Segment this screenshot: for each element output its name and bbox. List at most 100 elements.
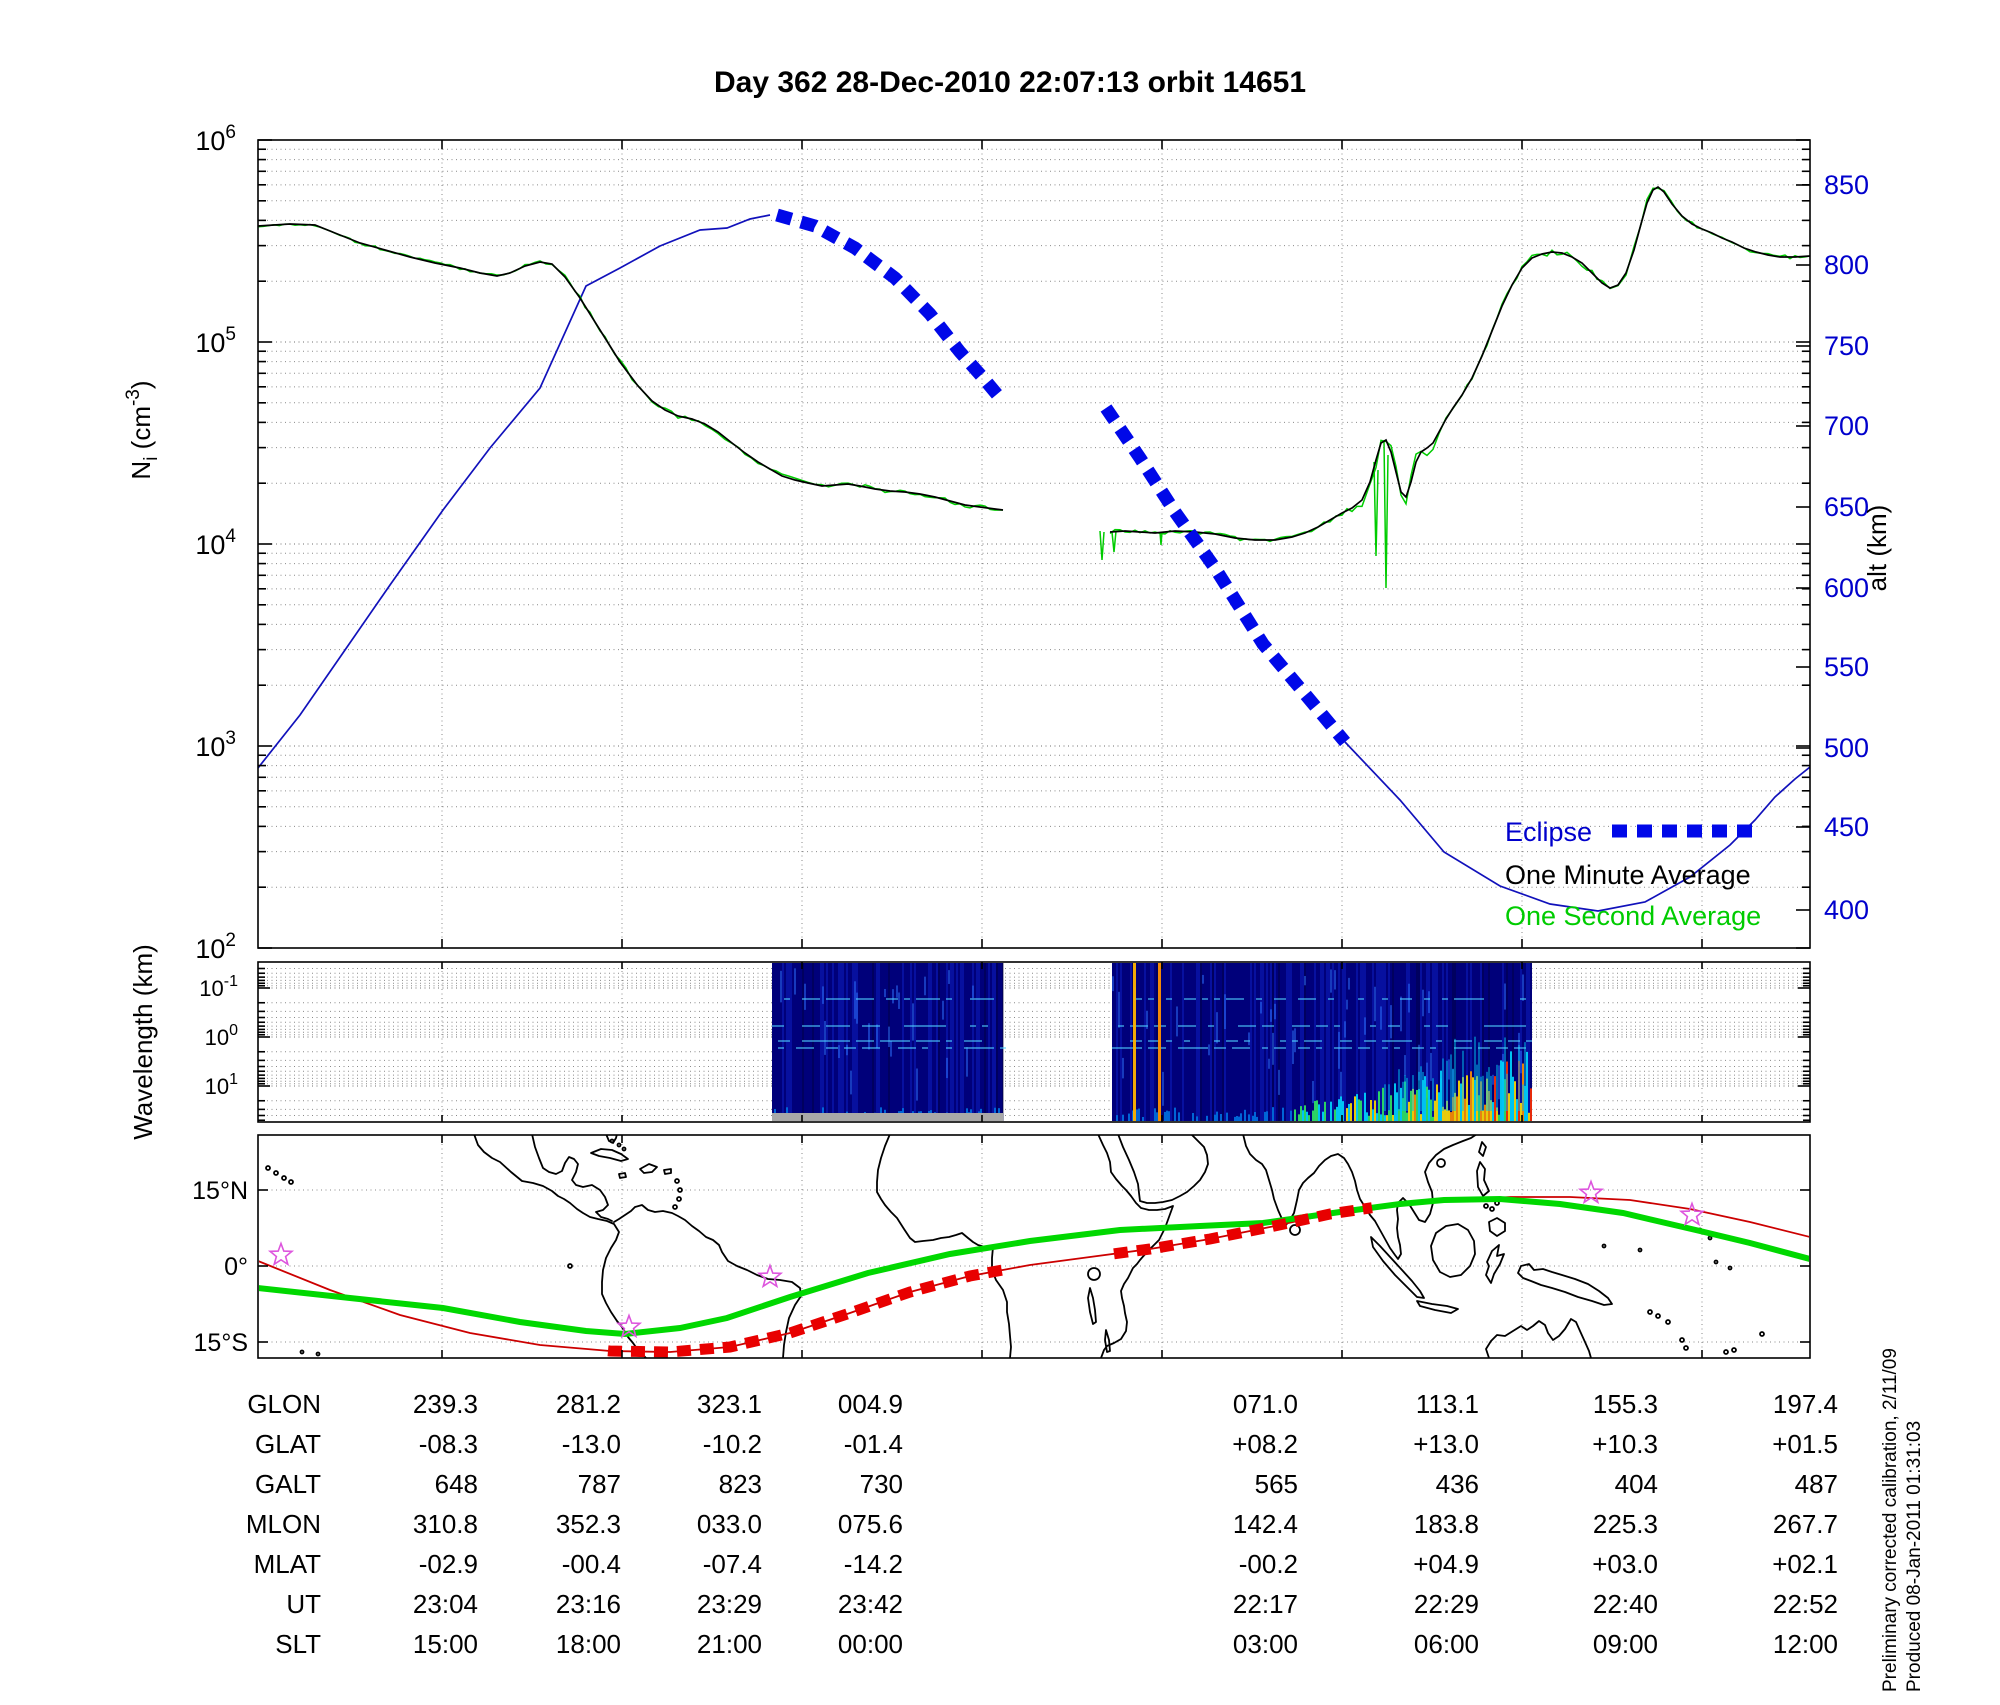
table-cell: 23:16: [556, 1589, 621, 1619]
spectro-cyan-row: [832, 1047, 838, 1049]
table-cell: 323.1: [697, 1389, 762, 1419]
coastline: [590, 1148, 629, 1162]
table-cell: 033.0: [697, 1509, 762, 1539]
spectro-bottom-blob: [1122, 1114, 1124, 1121]
spectro-streak: [822, 986, 824, 1004]
spectro-cyan-row: [1202, 998, 1208, 1000]
spectro-streak: [1292, 1030, 1294, 1065]
wavelength-tick-label: 100: [205, 1022, 238, 1050]
table-cell: 12:00: [1773, 1629, 1838, 1659]
alt-tick-label: 550: [1824, 652, 1869, 682]
spectro-streak: [804, 983, 806, 1010]
spectro-streak: [914, 963, 916, 1121]
spectro-cyan-row: [1292, 1025, 1298, 1027]
spectro-cyan-row: [832, 998, 838, 1000]
spectro-streak: [1266, 963, 1268, 1121]
frames-layer: [257, 139, 1811, 1359]
spectro-streak: [1338, 1031, 1340, 1069]
spectro-bottom-blob: [1482, 1110, 1484, 1121]
spectro-column: [1420, 1066, 1422, 1111]
legend-one-minute-label: One Minute Average: [1505, 860, 1751, 890]
spectro-cyan-row: [1250, 1025, 1256, 1027]
spectro-bottom-blob: [1442, 1106, 1444, 1121]
coastline: [1117, 1135, 1209, 1204]
island: [567, 1263, 573, 1269]
one-second-spike: [1373, 461, 1379, 557]
coastline: [663, 1168, 672, 1175]
spectro-cyan-row: [1514, 1040, 1520, 1042]
spectro-cyan-row: [826, 1047, 832, 1049]
spectro-cyan-row: [808, 998, 814, 1000]
table-cell: 155.3: [1593, 1389, 1658, 1419]
spectro-streak: [1198, 963, 1200, 1121]
spectro-cyan-row: [1304, 1040, 1310, 1042]
spectro-cyan-row: [1208, 1025, 1214, 1027]
one-second-spike: [1111, 530, 1117, 553]
spectro-column: [1454, 1038, 1456, 1111]
spectro-cyan-row: [1382, 1040, 1388, 1042]
spectro-cyan-row: [898, 1040, 904, 1042]
spectro-bottom-blob: [1456, 1096, 1458, 1121]
curves-layer: [258, 185, 1810, 912]
spectro-cyan-row: [1190, 998, 1196, 1000]
spectro-cyan-row: [808, 1040, 814, 1042]
spectro-bottom-blob: [1214, 1114, 1216, 1121]
table-cell: 22:40: [1593, 1589, 1658, 1619]
spectro-bottom-blob: [1316, 1100, 1318, 1121]
table-cell: 004.9: [838, 1389, 903, 1419]
spectro-bottom-blob: [1450, 1112, 1452, 1121]
spectro-cyan-row: [1184, 998, 1190, 1000]
spectro-bottom-blob: [1366, 1112, 1368, 1121]
alt-tick-label: 800: [1824, 250, 1869, 280]
ground-track-line: [259, 1195, 1809, 1338]
spectro-cyan-row: [1244, 1040, 1250, 1042]
island: [1679, 1337, 1685, 1343]
spectro-streak: [1430, 1052, 1432, 1081]
spectro-streak: [996, 963, 998, 1121]
island: [1601, 1243, 1607, 1249]
legend-one-second-label: One Second Average: [1505, 901, 1761, 931]
coastline: [1097, 1135, 1174, 1358]
island: [1665, 1319, 1671, 1325]
spectro-cyan-row: [1316, 1025, 1322, 1027]
ni-axis-label: Ni (cm-3): [123, 380, 162, 479]
spectro-cyan-row: [1460, 1047, 1466, 1049]
spectro-streak: [1498, 1065, 1500, 1100]
spectro-cyan-row: [1274, 998, 1280, 1000]
spectro-cyan-row: [916, 1040, 922, 1042]
spectro-cyan-row: [838, 1040, 844, 1042]
star-marker: [1577, 1179, 1605, 1205]
spectro-cyan-row: [904, 1025, 910, 1027]
spectro-column: [1476, 1064, 1478, 1111]
spectro-bottom-blob: [1378, 1091, 1380, 1121]
table-row-label: UT: [286, 1589, 321, 1619]
spectro-bottom-blob: [1438, 1092, 1440, 1121]
island: [609, 1138, 615, 1144]
spectro-cyan-row: [1436, 1040, 1442, 1042]
spectro-streak: [846, 1044, 848, 1056]
spectro-bottom-blob: [1164, 1111, 1166, 1121]
alt-tick-label: 400: [1824, 895, 1869, 925]
table-cell: +02.1: [1772, 1549, 1838, 1579]
island: [1436, 1158, 1446, 1168]
island: [616, 1142, 622, 1148]
spectro-cyan-row: [802, 998, 808, 1000]
spectro-cyan-row: [808, 1047, 814, 1049]
spectro-bottom-blob: [1196, 1116, 1198, 1121]
island: [288, 1179, 294, 1185]
spectro-streak: [1348, 977, 1350, 990]
spectro-streak: [856, 992, 858, 1024]
table-cell: 352.3: [556, 1509, 621, 1539]
spectro-bottom-blob: [1256, 1116, 1258, 1121]
spectro-streak: [854, 981, 856, 1019]
spectro-bottom-blob: [1464, 1098, 1466, 1121]
spectro-bottom-blob: [1174, 1107, 1176, 1121]
spectro-bottom-blob: [1410, 1090, 1412, 1121]
spectro-bottom-blob: [1254, 1112, 1256, 1121]
spectro-cyan-row: [892, 1040, 898, 1042]
spectro-streak: [1200, 963, 1202, 1121]
spectro-cyan-row: [1334, 1047, 1340, 1049]
table-cell: 787: [578, 1469, 621, 1499]
spectro-streak: [1304, 975, 1306, 986]
